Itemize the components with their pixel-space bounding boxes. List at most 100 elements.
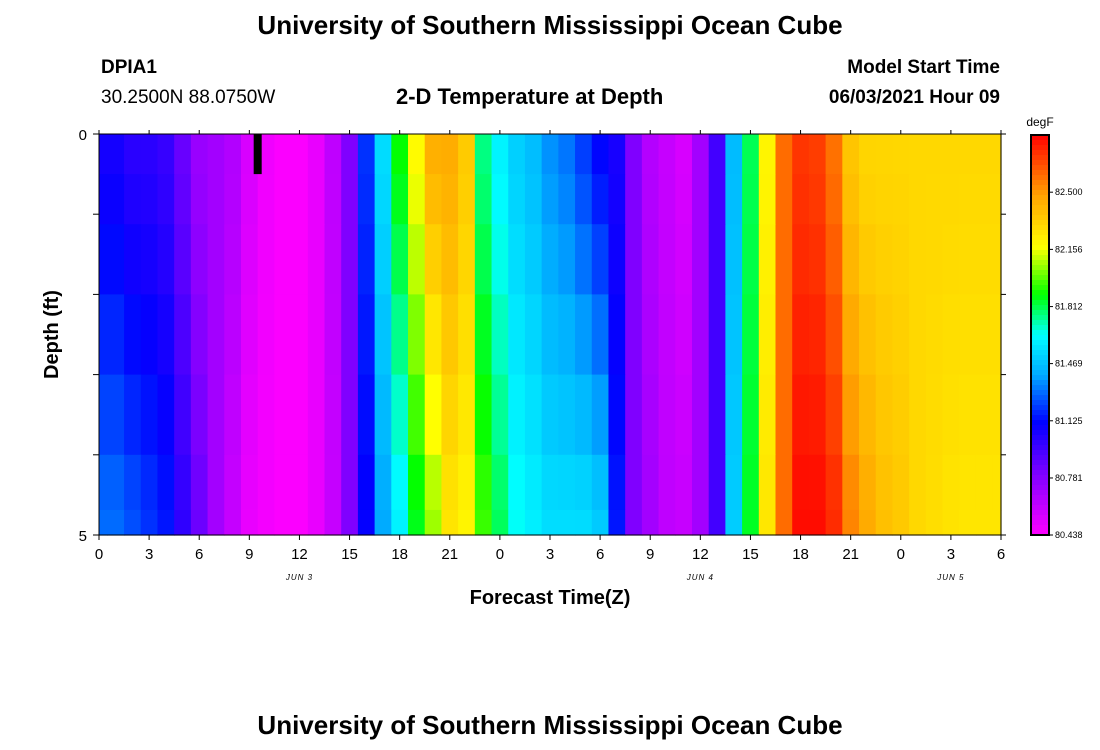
colorbar-segment bbox=[1031, 310, 1049, 316]
heatmap-cell bbox=[842, 174, 860, 225]
colorbar-segment bbox=[1031, 260, 1049, 266]
heatmap-cell bbox=[391, 294, 409, 376]
heatmap-cell bbox=[925, 224, 944, 295]
heatmap-cell bbox=[859, 224, 877, 295]
heatmap-cell bbox=[758, 509, 777, 536]
colorbar-segment bbox=[1031, 525, 1049, 531]
x-tick-label: 0 bbox=[897, 546, 905, 563]
colorbar-segment bbox=[1031, 335, 1049, 341]
heatmap-cell bbox=[859, 454, 877, 511]
heatmap-cell bbox=[491, 134, 509, 175]
heatmap-cell bbox=[207, 294, 225, 376]
heatmap-cell bbox=[708, 174, 726, 225]
heatmap-cell bbox=[558, 374, 576, 456]
heatmap-cell bbox=[942, 509, 960, 536]
heatmap-cell bbox=[474, 454, 493, 511]
heatmap-cell bbox=[591, 374, 610, 456]
heatmap-cell bbox=[641, 374, 660, 456]
heatmap-cell bbox=[424, 174, 443, 225]
footer-title: University of Southern Mississippi Ocean… bbox=[257, 710, 843, 740]
heatmap-cell bbox=[541, 294, 559, 376]
heatmap-cell bbox=[675, 454, 693, 511]
heatmap-cell bbox=[124, 294, 142, 376]
heatmap-cell bbox=[842, 454, 860, 511]
heatmap-cell bbox=[458, 374, 476, 456]
heatmap-cell bbox=[725, 374, 743, 456]
colorbar: degF 82.500 82.156 81.812 81.469 81.125 80.781… bbox=[1026, 115, 1082, 540]
colorbar-segment bbox=[1031, 345, 1049, 351]
heatmap-cell bbox=[491, 294, 509, 376]
heatmap-cell bbox=[658, 509, 676, 536]
heatmap-cell bbox=[575, 174, 593, 225]
heatmap-cell bbox=[508, 454, 526, 511]
colorbar-segment bbox=[1031, 465, 1049, 471]
heatmap-cell bbox=[240, 224, 259, 295]
heatmap-cell bbox=[274, 509, 292, 536]
heatmap-cell bbox=[842, 509, 860, 536]
heatmap-cell bbox=[140, 134, 159, 175]
heatmap-cell bbox=[257, 134, 275, 175]
heatmap-cell bbox=[691, 174, 710, 225]
colorbar-segment bbox=[1031, 265, 1049, 271]
heatmap-cell bbox=[658, 174, 676, 225]
heatmap-cell bbox=[424, 294, 443, 376]
heatmap-cell bbox=[240, 174, 259, 225]
heatmap-cell bbox=[374, 374, 392, 456]
heatmap-cell bbox=[508, 174, 526, 225]
heatmap-cell bbox=[140, 174, 159, 225]
heatmap-cell bbox=[675, 294, 693, 376]
heatmap-cell bbox=[558, 294, 576, 376]
heatmap-cell bbox=[758, 454, 777, 511]
heatmap-cell bbox=[224, 454, 242, 511]
heatmap-cell bbox=[190, 224, 209, 295]
heatmap-cell bbox=[625, 294, 643, 376]
colorbar-segment bbox=[1031, 160, 1049, 166]
heatmap-cell bbox=[341, 374, 359, 456]
heatmap-cell bbox=[474, 224, 493, 295]
colorbar-segment bbox=[1031, 205, 1049, 211]
heatmap-cell bbox=[658, 374, 676, 456]
heatmap-cell bbox=[491, 224, 509, 295]
colorbar-segment bbox=[1031, 515, 1049, 521]
heatmap-cell bbox=[558, 134, 576, 175]
colorbar-segment bbox=[1031, 450, 1049, 456]
heatmap-cell bbox=[424, 224, 443, 295]
colorbar-segment bbox=[1031, 430, 1049, 436]
heatmap-cell bbox=[725, 134, 743, 175]
model-start-label: Model Start Time bbox=[847, 57, 1000, 78]
x-axis-label: Forecast Time(Z) bbox=[470, 587, 631, 609]
x-tick-label: 12 bbox=[692, 546, 709, 563]
heatmap-cell bbox=[909, 294, 927, 376]
heatmap-cell bbox=[625, 134, 643, 175]
x-tick-label: 6 bbox=[195, 546, 203, 563]
x-tick-label: 18 bbox=[792, 546, 809, 563]
heatmap-cell bbox=[224, 224, 242, 295]
heatmap-cell bbox=[925, 134, 944, 175]
heatmap-cell bbox=[742, 454, 760, 511]
colorbar-tick-label: 81.812 bbox=[1055, 302, 1083, 312]
heatmap-cell bbox=[792, 454, 810, 511]
heatmap-cell bbox=[691, 134, 710, 175]
colorbar-segment bbox=[1031, 490, 1049, 496]
heatmap-cell bbox=[808, 374, 827, 456]
colorbar-segment bbox=[1031, 285, 1049, 291]
heatmap-cell bbox=[625, 454, 643, 511]
heatmap-cell bbox=[174, 174, 192, 225]
heatmap-cell bbox=[641, 224, 660, 295]
heatmap-cell bbox=[441, 509, 459, 536]
x-tick-label: 12 bbox=[291, 546, 308, 563]
colorbar-segment bbox=[1031, 135, 1049, 141]
heatmap-cell bbox=[658, 224, 676, 295]
colorbar-segment bbox=[1031, 200, 1049, 206]
heatmap-cell bbox=[424, 454, 443, 511]
heatmap-cell bbox=[224, 374, 242, 456]
heatmap-cell bbox=[708, 134, 726, 175]
heatmap-cell bbox=[157, 294, 175, 376]
heatmap-cell bbox=[758, 374, 777, 456]
chart-axes: 0 3 6 9 12 15 18 21 0 3 6 9 12 15 18 21 0 3 6 JUN 3 JUN 4 JUN… bbox=[41, 127, 1006, 609]
heatmap-cell bbox=[942, 224, 960, 295]
colorbar-segment bbox=[1031, 330, 1049, 336]
station-id: DPIA1 bbox=[101, 57, 157, 78]
heatmap-cell bbox=[140, 374, 159, 456]
heatmap-cell bbox=[975, 509, 994, 536]
